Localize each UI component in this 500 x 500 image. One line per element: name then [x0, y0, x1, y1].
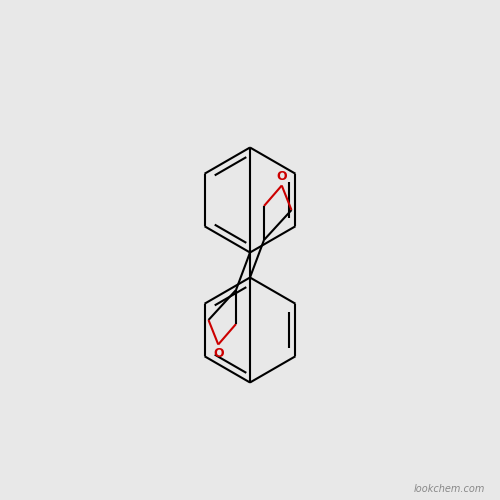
Text: lookchem.com: lookchem.com	[414, 484, 485, 494]
Text: O: O	[276, 170, 287, 183]
Text: O: O	[213, 347, 224, 360]
